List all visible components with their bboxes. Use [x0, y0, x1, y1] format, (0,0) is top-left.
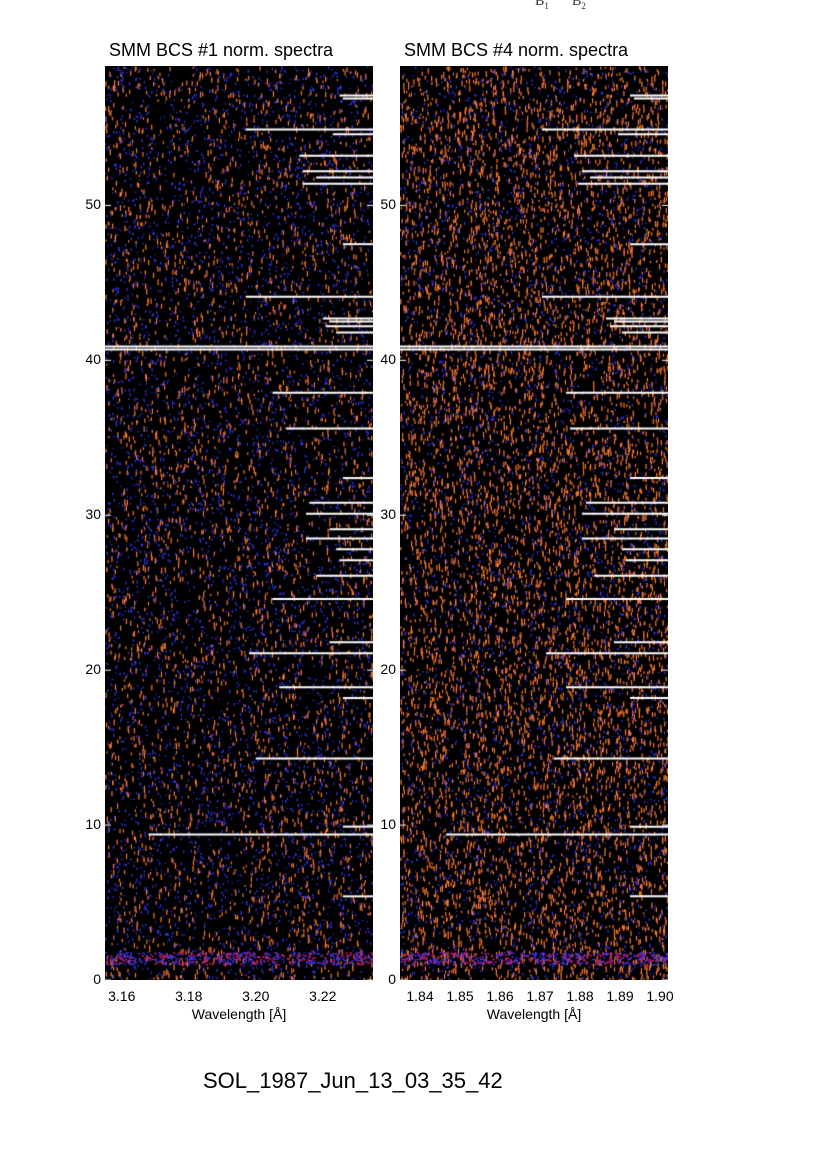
x-tick-label: 1.86 — [486, 988, 514, 1004]
y-tick-label: 0 — [93, 971, 101, 987]
x-tick-label: 1.85 — [446, 988, 474, 1004]
y-tick-label: 30 — [380, 506, 396, 523]
event-id: SOL_1987_Jun_13_03_35_42 — [203, 1068, 503, 1093]
y-tick-label: 20 — [85, 661, 101, 678]
x-tick-label: 3.16 — [108, 988, 136, 1004]
x-tick-label: 1.89 — [606, 988, 634, 1004]
x-tick-label: 3.20 — [242, 988, 270, 1004]
y-tick-label: 20 — [380, 661, 396, 678]
b2-main: B — [572, 0, 582, 9]
y-tick-label: 30 — [85, 506, 101, 523]
x-tick-label: 3.18 — [175, 988, 203, 1004]
panel-1-xlabel: Wavelength [Å] — [191, 1006, 287, 1022]
y-tick-label: 0 — [388, 971, 396, 987]
y-tick-label: 50 — [380, 196, 396, 213]
panel-1-heatmap — [105, 66, 373, 980]
panel-2-title: SMM BCS #4 norm. spectra — [404, 40, 629, 60]
x-tick-label: 1.88 — [566, 988, 594, 1004]
y-tick-label: 50 — [85, 196, 101, 213]
panel-2-xlabel: Wavelength [Å] — [486, 1006, 582, 1022]
panel-2-plot — [400, 66, 668, 980]
b2-label: B2 — [572, 0, 586, 11]
x-tick-label: 3.22 — [309, 988, 337, 1004]
y-tick-label: 10 — [380, 816, 396, 833]
panel-2-heatmap — [400, 66, 668, 980]
b2-sub: 2 — [581, 0, 586, 11]
y-tick-label: 40 — [380, 351, 396, 368]
x-tick-label: 1.84 — [406, 988, 434, 1004]
b1-sub: 1 — [544, 0, 549, 11]
y-tick-label: 40 — [85, 351, 101, 368]
panel-1-plot — [105, 66, 373, 980]
b1-main: B — [535, 0, 545, 9]
x-tick-label: 1.90 — [646, 988, 674, 1004]
x-tick-label: 1.87 — [526, 988, 554, 1004]
y-tick-label: 10 — [85, 816, 101, 833]
b1-label: B1 — [535, 0, 549, 11]
panel-1-title: SMM BCS #1 norm. spectra — [109, 40, 334, 60]
